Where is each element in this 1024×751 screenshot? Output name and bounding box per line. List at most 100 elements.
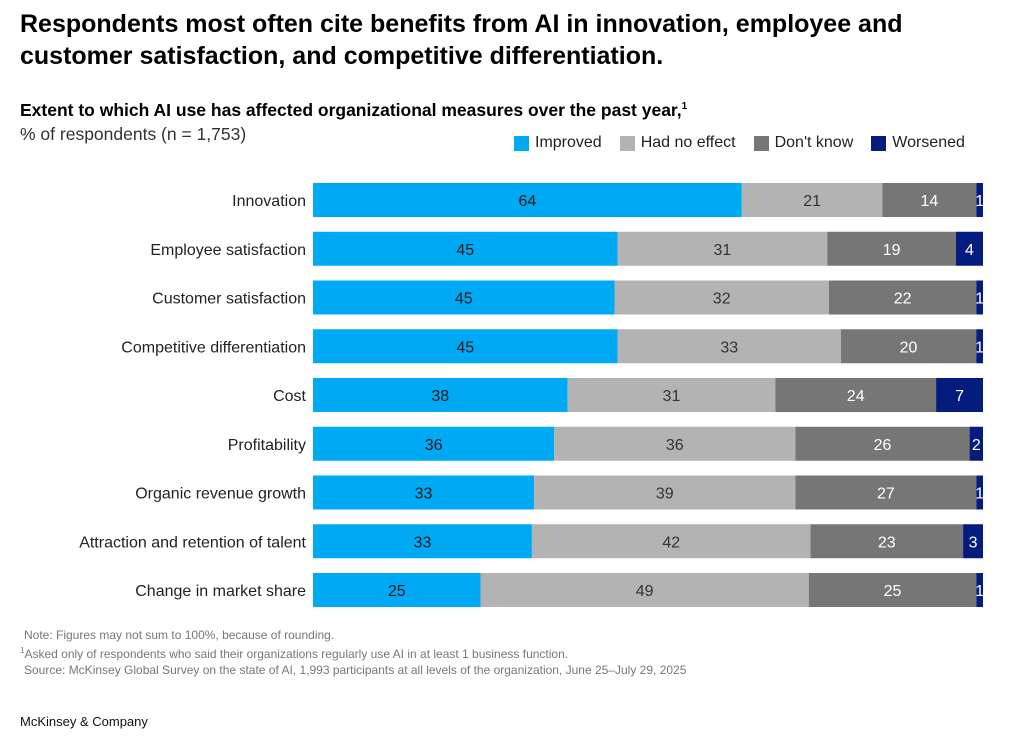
bar-segment-had-no-effect (554, 426, 796, 461)
bar-segment-don-t-know (810, 524, 964, 559)
note-rounding: Note: Figures may not sum to 100%, becau… (24, 628, 335, 642)
data-label: 25 (884, 583, 902, 600)
bar-segment-worsened (963, 524, 983, 559)
category-label: Competitive differentiation (121, 339, 306, 356)
legend-swatch (514, 135, 529, 151)
category-label: Profitability (228, 437, 306, 454)
bar-segment-improved (313, 426, 555, 461)
data-label: 2 (972, 437, 981, 454)
legend-item: Don't know (753, 134, 854, 152)
bar-segment-had-no-effect (741, 183, 883, 217)
category-label: Cost (273, 388, 306, 405)
chart-title-text: Extent to which AI use has affected orga… (20, 100, 682, 120)
bar-segment-had-no-effect (567, 378, 776, 412)
bar-segment-improved (313, 378, 568, 412)
category-label: Organic revenue growth (135, 486, 306, 503)
data-label: 1 (975, 291, 984, 308)
legend-swatch (619, 135, 635, 151)
footnote-marker: 1 (681, 101, 688, 113)
bar-segment-worsened (976, 329, 983, 364)
category-label: Attraction and retention of talent (79, 534, 306, 551)
data-label: 21 (803, 193, 821, 210)
bar-segment-worsened (976, 475, 983, 510)
bar-segment-worsened (976, 183, 983, 217)
note-source: Source: McKinsey Global Survey on the st… (24, 663, 687, 677)
data-label: 64 (519, 193, 537, 210)
bar-segment-don-t-know (828, 280, 977, 315)
legend-label: Don't know (774, 134, 854, 151)
data-label: 45 (456, 339, 474, 356)
data-label: 24 (847, 388, 865, 405)
data-label: 36 (425, 437, 443, 454)
bar-segment-had-no-effect (480, 573, 809, 607)
data-label: 20 (900, 339, 918, 356)
bar-segment-had-no-effect (531, 524, 811, 559)
data-label: 45 (455, 291, 473, 308)
category-label: Innovation (232, 193, 306, 210)
bar-segment-worsened (976, 573, 983, 607)
bar-segment-had-no-effect (614, 280, 829, 315)
data-label: 1 (975, 486, 984, 503)
legend-swatch (871, 135, 887, 151)
bar-segment-don-t-know (827, 231, 956, 266)
footnote-text: Asked only of respondents who said their… (24, 647, 569, 661)
bar-segment-don-t-know (840, 329, 977, 364)
bar-segment-improved (313, 183, 742, 217)
bar-segment-improved (313, 329, 618, 364)
legend-label: Had no effect (640, 134, 736, 151)
bar-segment-worsened (976, 280, 983, 315)
data-label: 33 (415, 486, 433, 503)
data-label: 32 (713, 291, 731, 308)
data-label: 31 (714, 242, 732, 259)
data-label: 49 (636, 583, 654, 600)
data-label: 4 (965, 242, 974, 259)
legend-label: Worsened (892, 134, 965, 151)
data-label: 33 (414, 534, 432, 551)
data-label: 22 (894, 291, 912, 308)
bar-segment-worsened (936, 378, 983, 412)
chart-unit-label: % of respondents (n = 1,753) (20, 124, 247, 144)
data-label: 3 (969, 534, 978, 551)
data-label: 25 (388, 583, 406, 600)
footnotes: Note: Figures may not sum to 100%, becau… (20, 627, 686, 678)
legend-label: Improved (535, 134, 602, 151)
bar-segment-improved (313, 280, 615, 315)
legend: Improved Had no effect Don't know Worsened (514, 134, 983, 152)
bar-segment-worsened (955, 231, 983, 266)
bar-segment-had-no-effect (617, 231, 828, 266)
legend-swatch (753, 135, 769, 151)
data-label: 14 (921, 193, 939, 210)
bar-segment-don-t-know (882, 183, 977, 217)
bar-segment-don-t-know (775, 378, 937, 412)
bar-segment-improved (313, 231, 618, 266)
bar-segment-don-t-know (795, 426, 970, 461)
data-label: 19 (883, 242, 901, 259)
data-label: 33 (720, 339, 738, 356)
bar-segment-don-t-know (808, 573, 977, 607)
chart-title: Extent to which AI use has affected orga… (20, 100, 687, 121)
data-label: 1 (975, 339, 984, 356)
data-label: 39 (656, 486, 674, 503)
data-label: 1 (975, 583, 984, 600)
data-label: 23 (878, 534, 896, 551)
data-label: 38 (431, 388, 449, 405)
category-label: Customer satisfaction (152, 291, 306, 308)
legend-item: Improved (514, 134, 602, 152)
chart-headline: Respondents most often cite benefits fro… (20, 10, 903, 70)
legend-item: Worsened (871, 134, 965, 152)
data-label: 42 (662, 534, 680, 551)
data-label: 36 (666, 437, 684, 454)
data-label: 26 (874, 437, 892, 454)
footnote-mark: 1 (20, 646, 25, 655)
category-label: Change in market share (135, 583, 306, 600)
category-label: Employee satisfaction (150, 242, 306, 259)
note-footnote: 1Asked only of respondents who said thei… (20, 643, 686, 662)
bar-segment-had-no-effect (534, 475, 796, 510)
bar-segment-improved (313, 475, 535, 510)
bar-segment-had-no-effect (617, 329, 841, 364)
data-label: 7 (955, 388, 964, 405)
legend-item: Had no effect (619, 134, 736, 152)
bar-segment-improved (313, 573, 481, 607)
